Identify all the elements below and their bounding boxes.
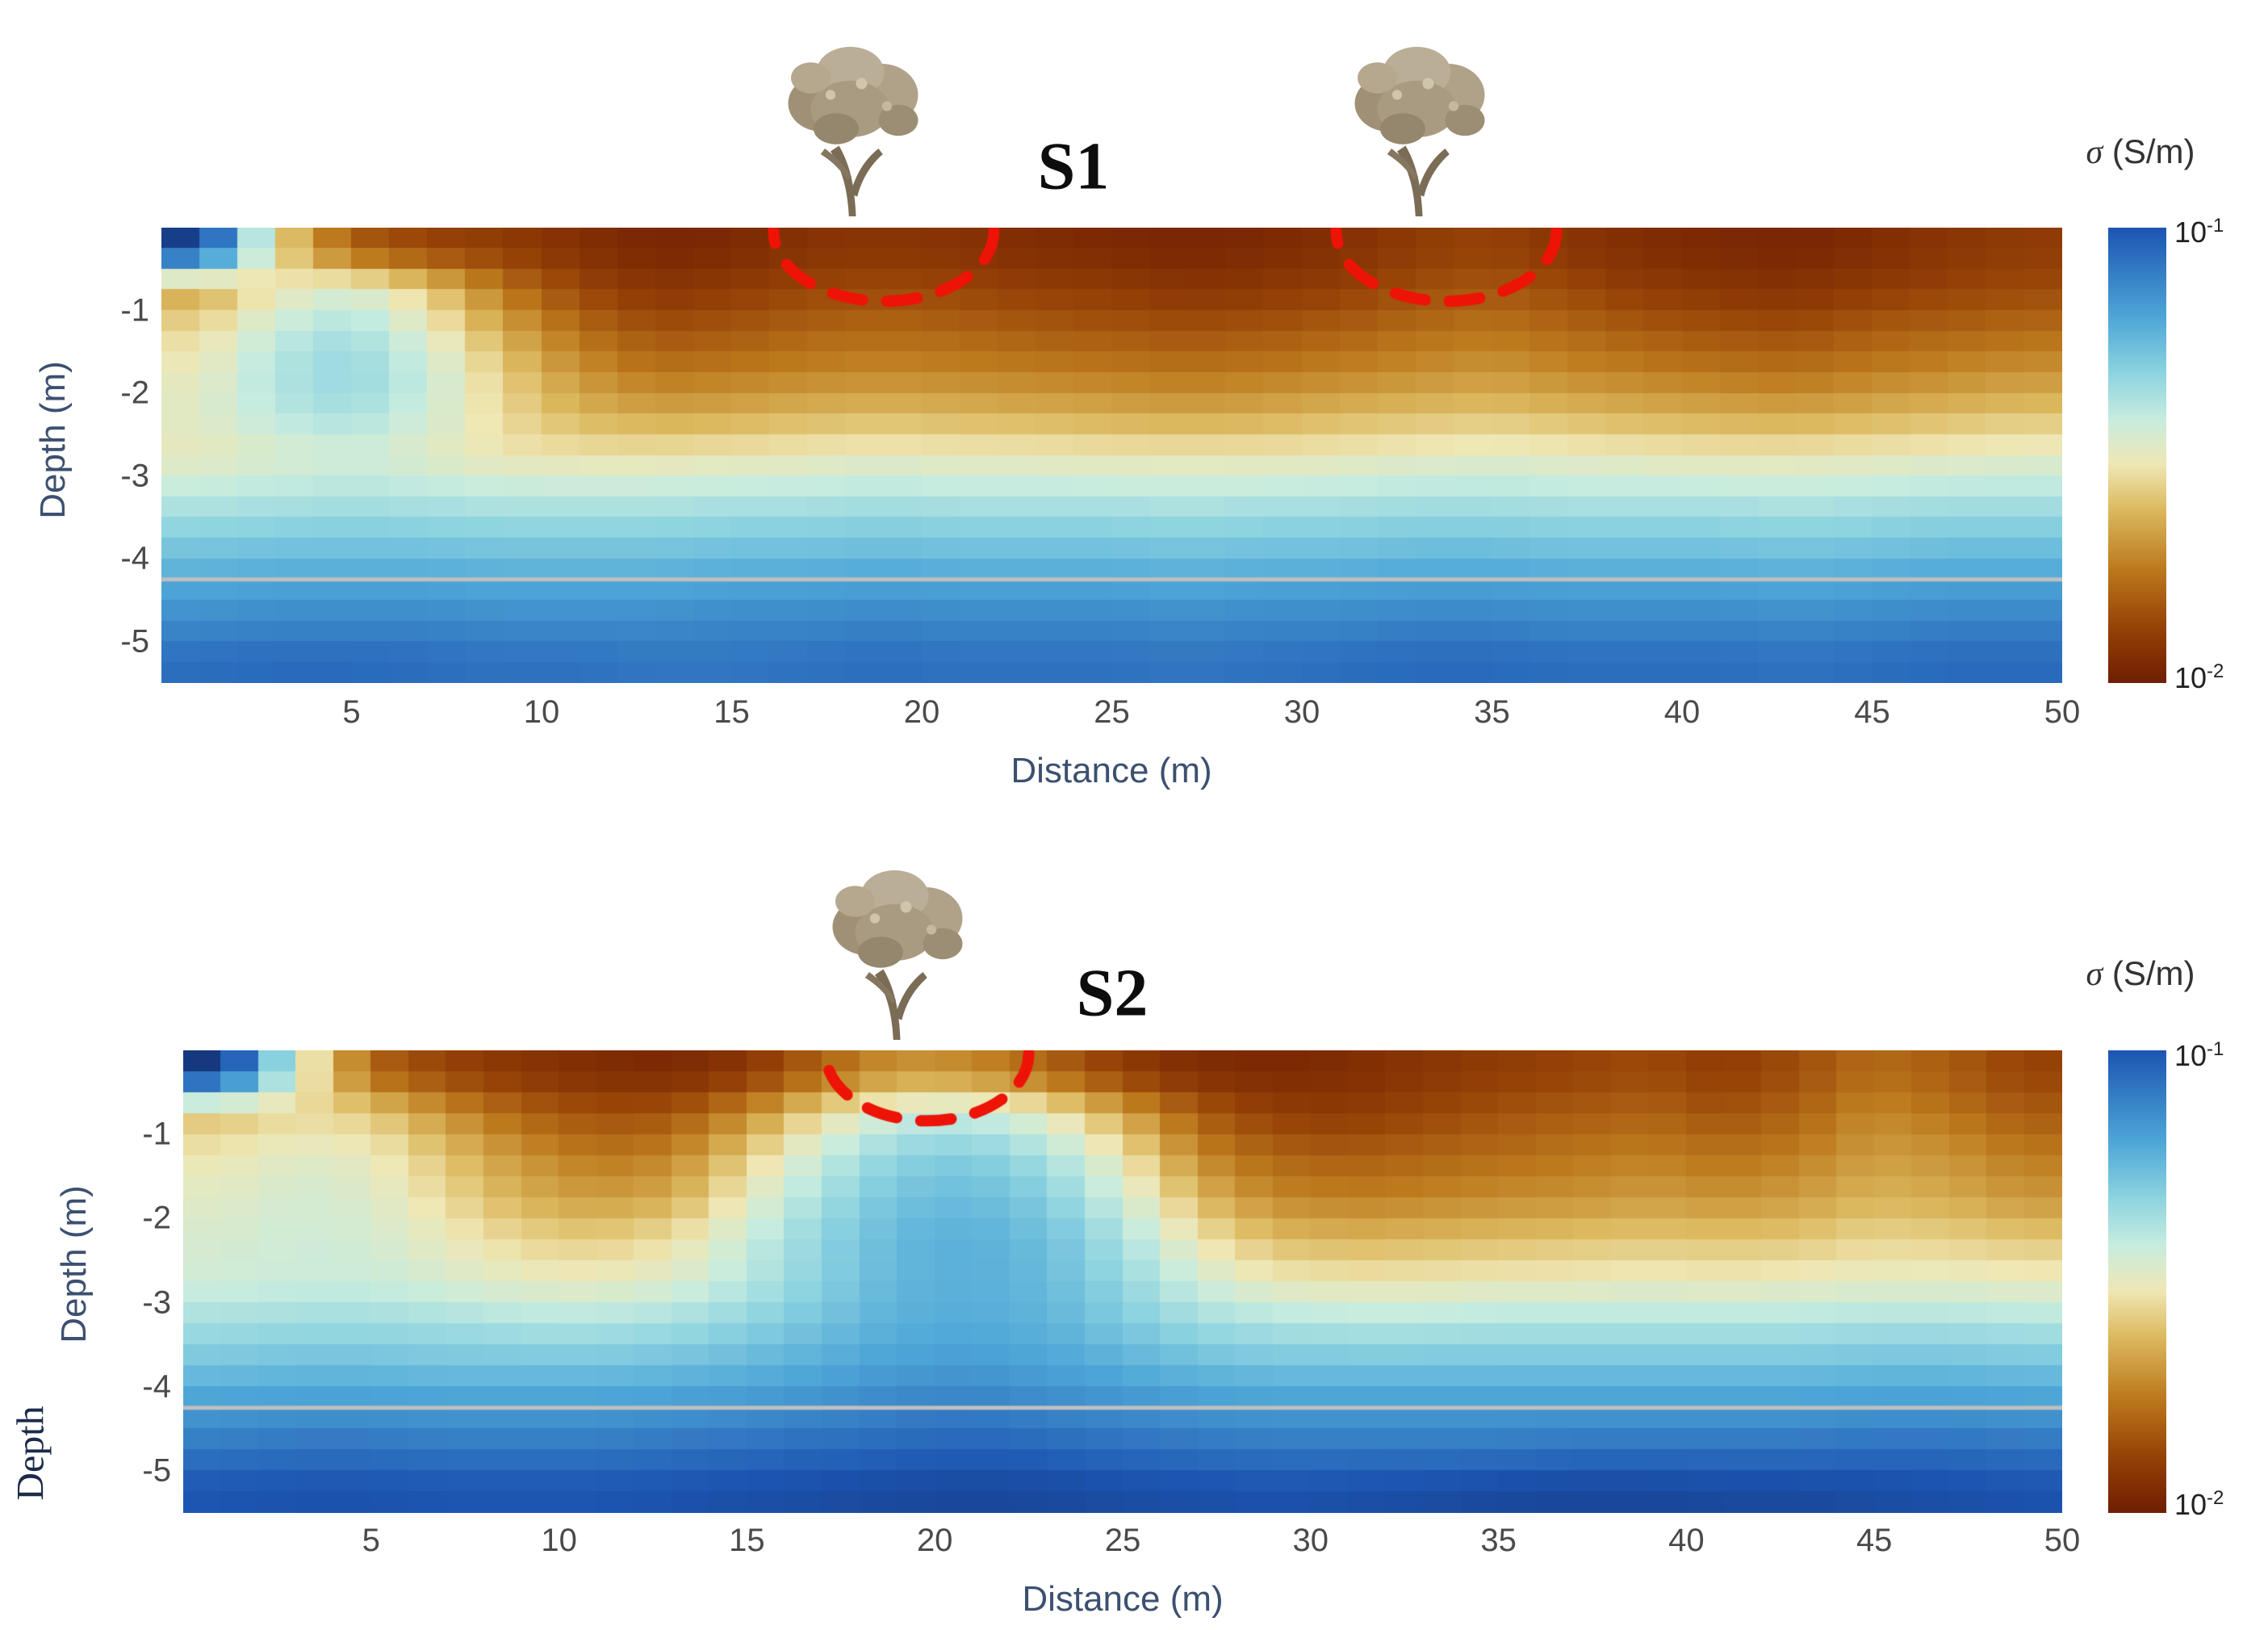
x-axis-label: Distance (m) [1011,751,1212,790]
x-tick-label: 35 [1480,1523,1517,1558]
depth-axis-ticks: -1 -2 -3 -4 -5 [103,1050,171,1513]
olive-tree-icon [813,836,982,1051]
colorbar-max-label: 10-1 [2174,215,2224,249]
sigma-symbol: σ [2086,134,2103,171]
y-tick-label: -2 [120,375,149,411]
colorbar-max-exp: -1 [2207,1038,2224,1060]
x-tick-label: 20 [903,694,940,730]
sigma-symbol: σ [2086,956,2103,993]
y-tick-label: -5 [142,1452,171,1489]
x-tick-label: 40 [1663,694,1701,730]
y-tick-label: -4 [142,1368,171,1405]
olive-tree-icon [1335,13,1504,228]
x-tick-label: 20 [916,1523,953,1558]
distance-axis-ticks: 5 10 15 20 25 30 35 40 45 50 [183,1523,2081,1565]
y-tick-label: -2 [142,1200,171,1236]
colorbar-min-exp: -2 [2207,660,2224,682]
x-tick-label: 5 [362,1523,380,1558]
colorbar-title: σ (S/m) [2086,132,2195,172]
y-tick-label: -4 [120,540,149,576]
x-tick-label: 30 [1292,1523,1329,1558]
x-tick-label: 25 [1104,1523,1141,1558]
x-tick-label: 10 [523,694,560,730]
colorbar-max-exp: -1 [2207,215,2224,237]
x-tick-label: 30 [1283,694,1320,730]
colorbar-max-base: 10 [2174,216,2207,249]
extra-depth-label: Depth [9,1406,52,1501]
colorbar-units: (S/m) [2111,954,2195,992]
y-tick-label: -3 [120,458,149,494]
x-tick-label: 10 [541,1523,577,1558]
panel-title: S2 [1076,955,1149,1031]
olive-tree-icon [768,13,938,228]
y-tick-label: -1 [142,1116,171,1152]
colorbar-min-base: 10 [2174,661,2207,694]
colorbar-title: σ (S/m) [2086,954,2195,994]
x-axis-label: Distance (m) [1022,1579,1224,1619]
colorbar-min-base: 10 [2174,1488,2207,1521]
distance-axis-ticks: 5 10 15 20 25 30 35 40 45 50 [161,694,2080,736]
x-tick-label: 40 [1668,1523,1705,1558]
conductivity-heatmap [161,228,2062,683]
x-tick-label: 15 [713,694,750,730]
y-axis-label: Depth (m) [54,1185,94,1343]
colorbar-max-base: 10 [2174,1039,2207,1072]
x-tick-label: 25 [1094,694,1130,730]
colorbar [2108,1050,2166,1513]
x-tick-label: 5 [342,694,361,730]
x-tick-label: 35 [1474,694,1510,730]
x-tick-label: 50 [2044,694,2081,730]
colorbar-max-label: 10-1 [2174,1038,2224,1073]
x-tick-label: 45 [1856,1523,1893,1558]
colorbar-units: (S/m) [2111,132,2195,170]
colorbar-min-label: 10-2 [2174,1487,2224,1522]
colorbar [2108,228,2166,683]
colorbar-min-label: 10-2 [2174,660,2224,695]
panel-title: S1 [1037,128,1110,204]
x-tick-label: 15 [729,1523,765,1558]
colorbar-min-exp: -2 [2207,1487,2224,1509]
x-tick-label: 50 [2044,1523,2081,1558]
y-tick-label: -5 [120,623,149,660]
x-tick-label: 45 [1854,694,1890,730]
y-tick-label: -3 [142,1284,171,1321]
depth-axis-ticks: -1 -2 -3 -4 -5 [81,228,149,683]
y-tick-label: -1 [120,292,149,329]
y-axis-label: Depth (m) [33,361,73,519]
conductivity-heatmap [183,1050,2062,1513]
